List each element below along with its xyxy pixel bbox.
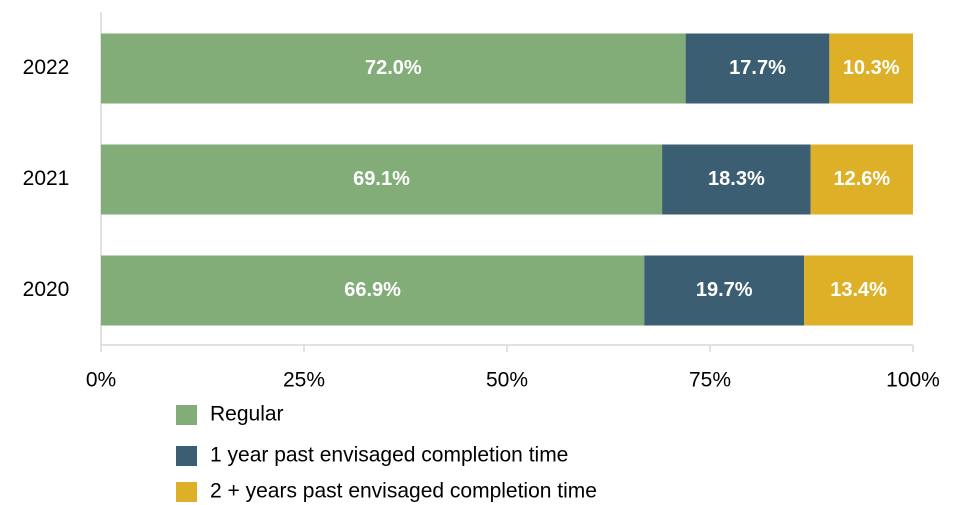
data-label: 19.7% [696,279,753,301]
y-tick-label: 2022 [23,56,70,79]
data-label: 18.3% [708,168,765,190]
bar-segment [804,255,913,326]
data-label: 69.1% [353,168,410,190]
bar-segment [101,33,686,104]
x-tick-label: 0% [86,369,116,392]
x-tick-label: 75% [689,369,731,392]
data-label: 12.6% [833,168,890,190]
bar-segment [101,144,663,215]
legend-swatch [176,482,197,502]
y-tick-label: 2020 [23,278,70,301]
data-label: 66.9% [344,279,401,301]
bar-segment [101,255,645,326]
x-tick-label: 100% [886,369,940,392]
data-label: 17.7% [729,57,786,79]
data-label: 13.4% [830,279,887,301]
data-label: 72.0% [365,57,422,79]
legend-label: Regular [210,403,284,426]
legend-label: 2 + years past envisaged completion time [210,480,597,503]
bar-segment [810,144,913,215]
legend-label: 1 year past envisaged completion time [210,444,568,467]
bar-segment [662,144,811,215]
x-tick-label: 25% [283,369,325,392]
y-tick-label: 2021 [23,167,70,190]
bar-segment [685,33,830,104]
bar-segment [644,255,805,326]
x-tick-label: 50% [486,369,528,392]
legend-swatch [176,446,197,466]
data-label: 10.3% [843,57,900,79]
bar-segment [829,33,913,104]
legend-swatch [176,405,197,425]
